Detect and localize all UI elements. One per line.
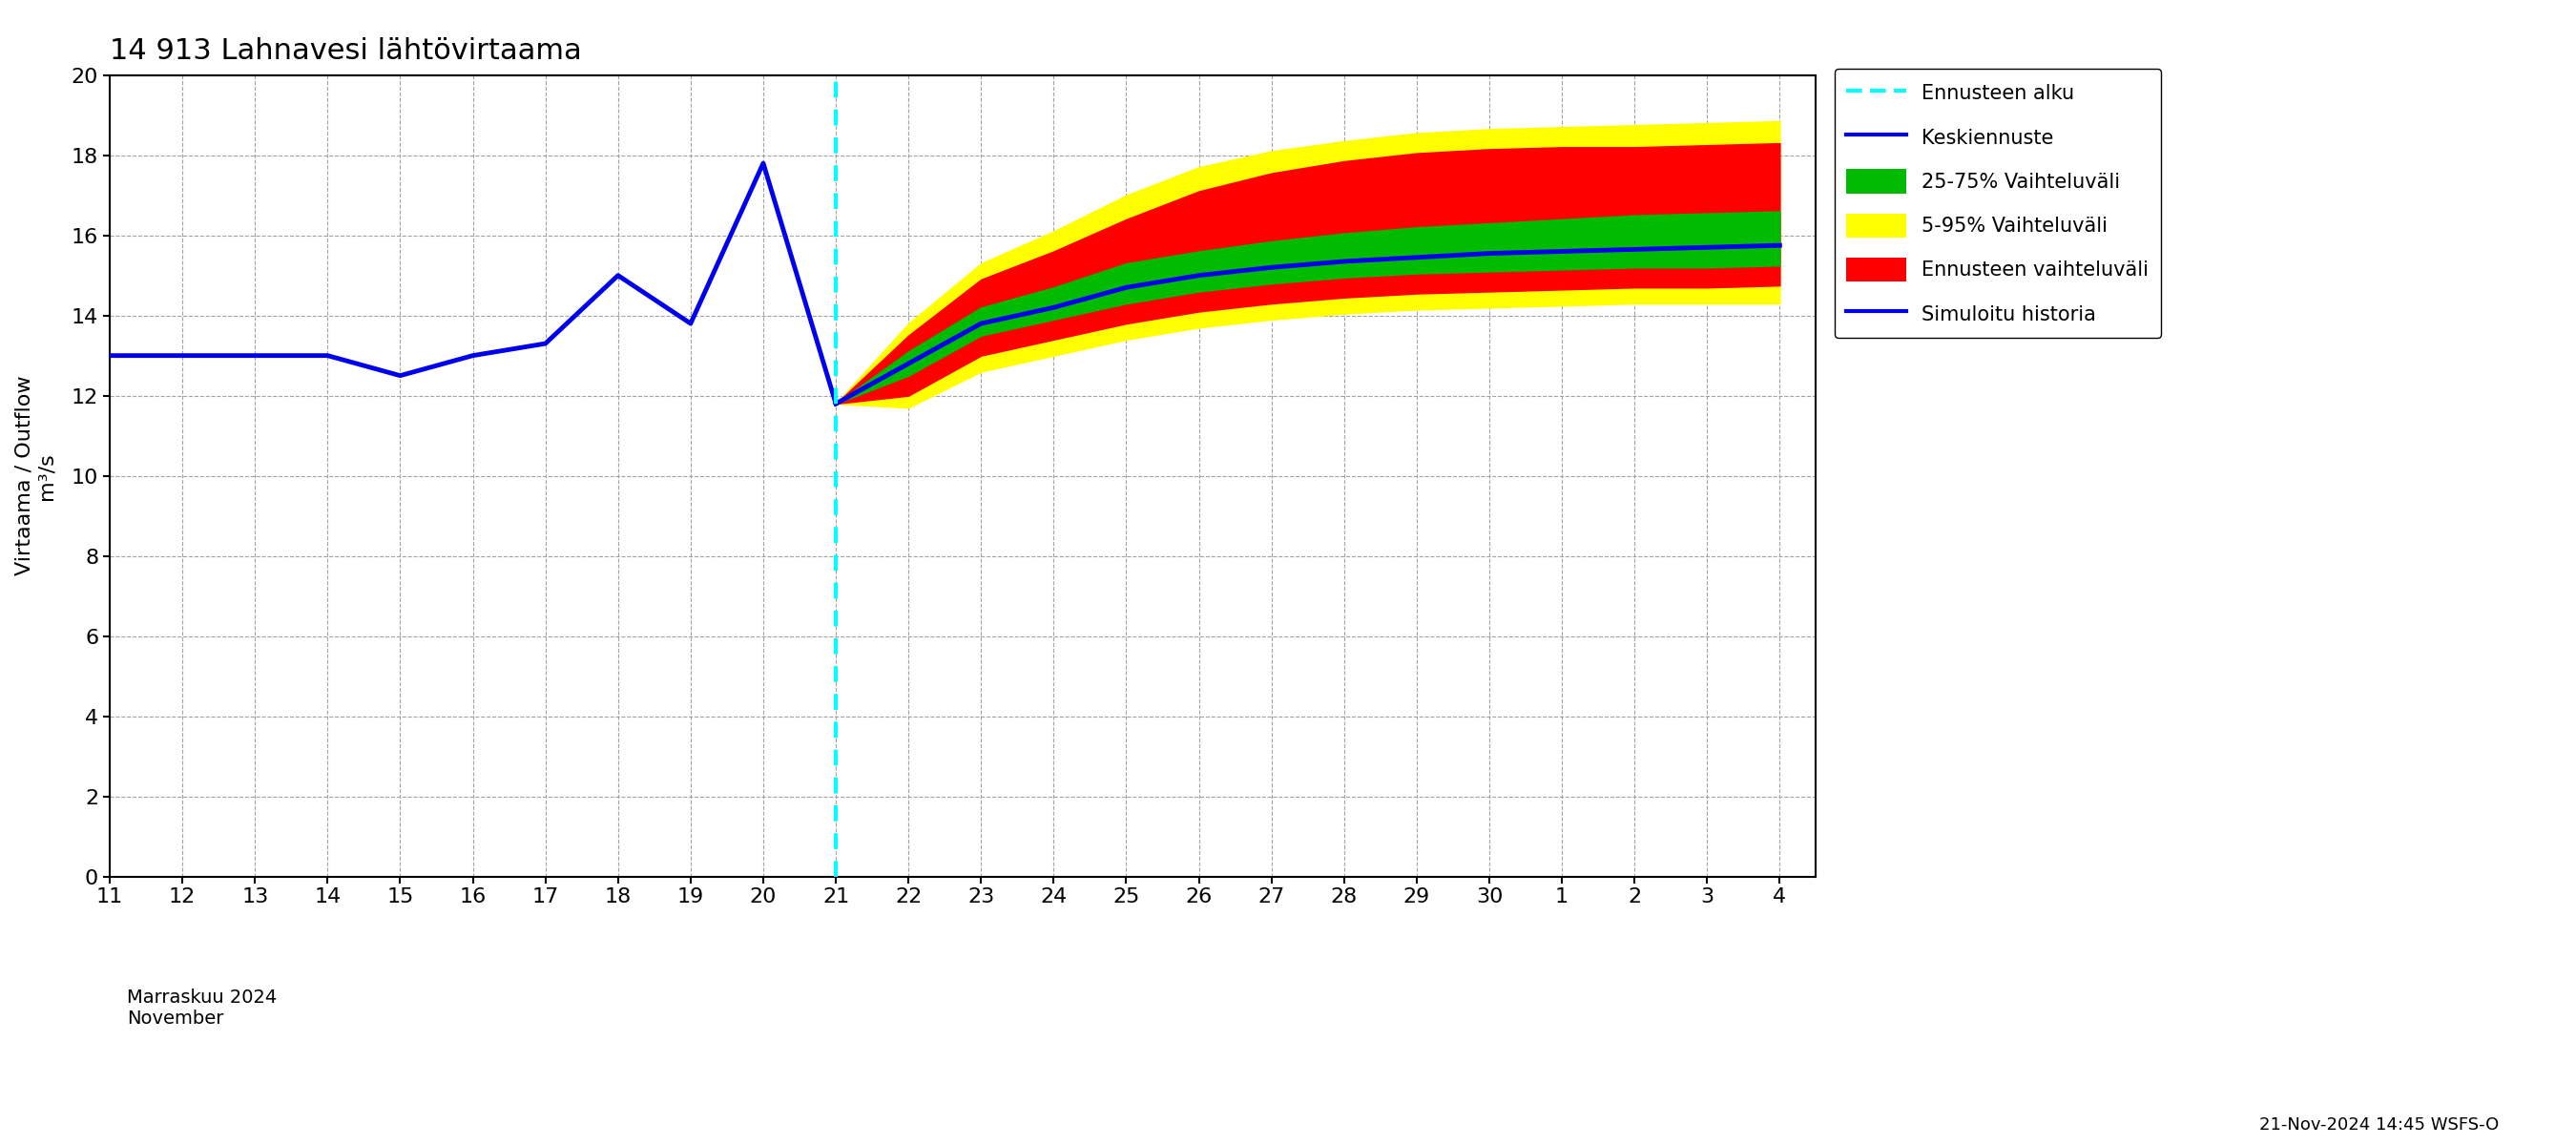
Legend: Ennusteen alku, Keskiennuste, 25-75% Vaihteluväli, 5-95% Vaihteluväli, Ennusteen: Ennusteen alku, Keskiennuste, 25-75% Vai…: [1834, 69, 2161, 338]
Text: 14 913 Lahnavesi lähtövirtaama: 14 913 Lahnavesi lähtövirtaama: [111, 37, 582, 65]
Y-axis label: Virtaama / Outflow
m³/s: Virtaama / Outflow m³/s: [15, 376, 57, 576]
Text: 21-Nov-2024 14:45 WSFS-O: 21-Nov-2024 14:45 WSFS-O: [2259, 1116, 2499, 1134]
Text: Marraskuu 2024
November: Marraskuu 2024 November: [126, 989, 276, 1028]
